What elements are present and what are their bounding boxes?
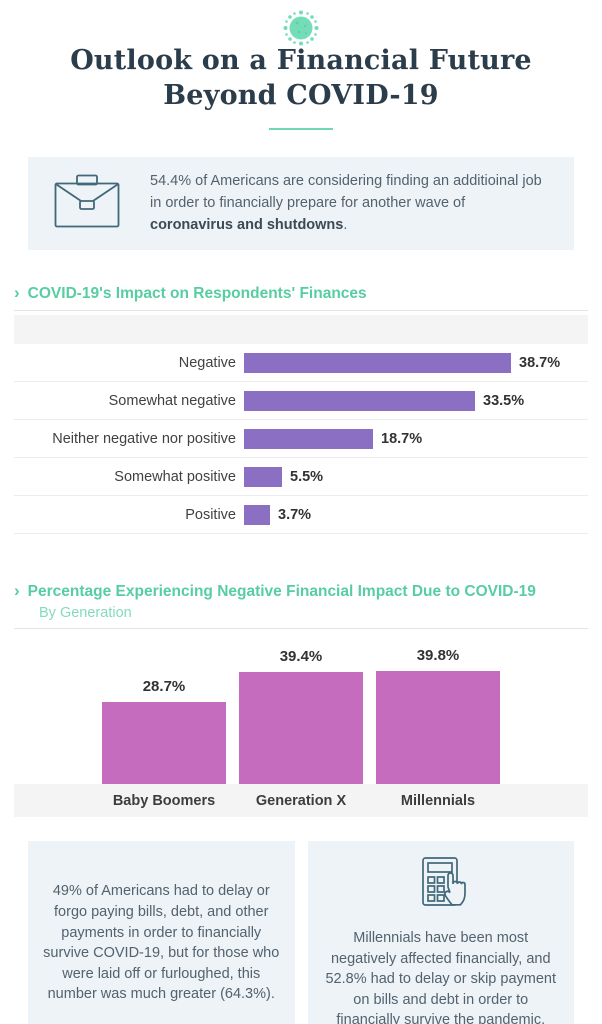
page-title-line2: Beyond COVID-19: [163, 79, 439, 111]
virus-icon: [281, 10, 321, 52]
section1-header: › COVID-19's Impact on Respondents' Fina…: [14, 283, 588, 303]
hbar-value-label: 3.7%: [278, 506, 312, 523]
vbar-value-label: 39.8%: [416, 647, 460, 665]
hbar-value-label: 5.5%: [290, 468, 324, 485]
vbar-chart: 28.7% 39.4% 39.8%: [14, 639, 588, 785]
header-icon-wrap: [0, 0, 602, 46]
hbar-bar: [244, 352, 511, 373]
hbar-category-label: Neither negative nor positive: [52, 430, 236, 447]
callout-text: 54.4% of Americans are considering findi…: [150, 173, 542, 233]
hbar-category-label: Positive: [185, 506, 236, 523]
hbar-category-label: Negative: [178, 354, 236, 371]
section2-subtitle: By Generation: [39, 605, 132, 622]
page-title-line1: Outlook on a Financial Future: [70, 45, 532, 76]
section1-title: COVID-19's Impact on Respondents' Financ…: [27, 285, 367, 303]
hbar-category-label: Somewhat negative: [108, 392, 236, 409]
calculator-hand-icon: [322, 855, 561, 924]
insight-boxes: 49% of Americans had to delay or forgo p…: [28, 841, 574, 1024]
hbar-category-label: Somewhat positive: [114, 468, 236, 485]
hbar-bar: [244, 466, 282, 487]
hbar-chart-header-strip: [14, 315, 588, 345]
hbar-row: Neither negative nor positive 18.7%: [14, 420, 588, 459]
hbar-row: Positive 3.7%: [14, 496, 588, 535]
insight-right-text: Millennials have been most negatively af…: [325, 929, 557, 1024]
title-divider: [269, 128, 333, 131]
hbar-chart: Negative 38.7% Somewhat negative 33.5% Neith…: [14, 344, 588, 535]
section2-title: Percentage Experiencing Negative Financi…: [27, 583, 536, 601]
hbar-row: Negative 38.7%: [14, 344, 588, 383]
hbar-row: Somewhat positive 5.5%: [14, 458, 588, 497]
chevron-right-icon: ›: [14, 283, 20, 303]
vbar-column: 28.7%: [102, 678, 226, 785]
hbar-value-label: 33.5%: [483, 392, 525, 409]
page-title: Outlook on a Financial Future Beyond COV…: [0, 44, 602, 113]
vbar-value-label: 28.7%: [142, 678, 186, 696]
vbar-bar: [376, 671, 500, 785]
callout-bold-text: coronavirus and shutdowns: [150, 216, 344, 233]
vbar-axis-strip: Baby Boomers Generation X Millennials: [14, 784, 588, 818]
hbar-bar: [244, 428, 373, 449]
insight-left-text: 49% of Americans had to delay or forgo p…: [43, 883, 280, 1003]
hbar-value-label: 38.7%: [519, 354, 561, 371]
section2-header: › Percentage Experiencing Negative Finan…: [14, 581, 588, 601]
vbar-bar: [102, 702, 226, 785]
vbar-category-label: Millennials: [400, 792, 476, 809]
callout-box: 54.4% of Americans are considering findi…: [28, 157, 574, 251]
insight-box-right: Millennials have been most negatively af…: [307, 841, 574, 1024]
vbar-column: 39.8%: [376, 647, 500, 785]
vbar-column: 39.4%: [239, 648, 363, 785]
chevron-right-icon: ›: [14, 581, 20, 601]
hbar-value-label: 18.7%: [381, 430, 423, 447]
insight-box-left: 49% of Americans had to delay or forgo p…: [28, 841, 295, 1024]
hbar-bar: [244, 504, 270, 525]
vbar-category-label: Baby Boomers: [112, 792, 216, 809]
vbar-bar: [239, 672, 363, 785]
vbar-category-label: Generation X: [255, 792, 347, 809]
section1-divider: [14, 310, 588, 312]
briefcase-icon: [54, 174, 120, 233]
section2-divider: [14, 628, 588, 630]
hbar-bar: [244, 390, 475, 411]
hbar-row: Somewhat negative 33.5%: [14, 382, 588, 421]
vbar-value-label: 39.4%: [279, 648, 323, 666]
